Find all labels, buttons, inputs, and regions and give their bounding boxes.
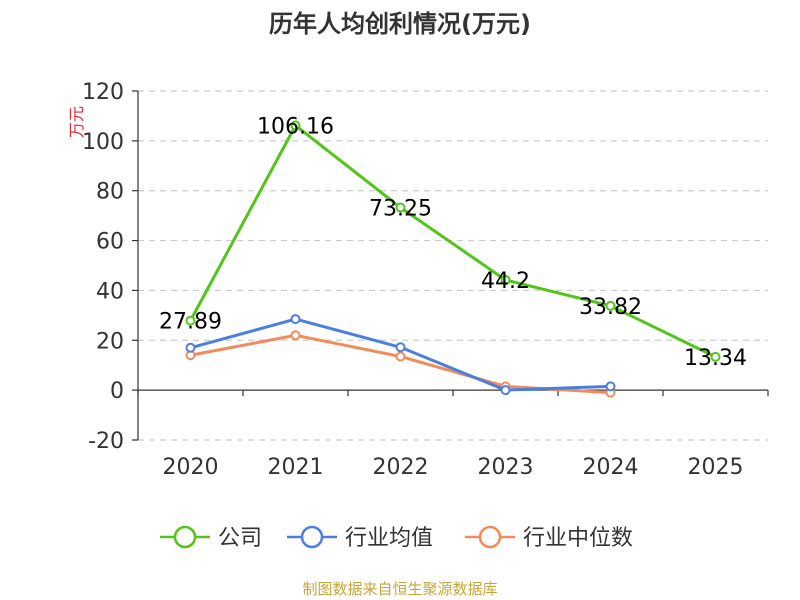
data-point-公司[interactable] <box>395 202 406 213</box>
data-point-公司[interactable] <box>290 120 301 131</box>
y-tick-label: 40 <box>96 279 124 304</box>
data-label: 13.34 <box>684 346 747 371</box>
legend-item-公司[interactable]: 公司 <box>160 525 262 551</box>
x-tick-label: 2020 <box>163 455 219 480</box>
y-tick-label: 0 <box>110 379 124 404</box>
data-source-note: 制图数据来自恒生聚源数据库 <box>302 580 498 598</box>
series-lines <box>185 120 721 398</box>
data-label: 44.2 <box>481 269 530 294</box>
data-point-行业均值[interactable] <box>395 342 406 353</box>
data-point-行业中位数[interactable] <box>290 330 301 341</box>
legend-item-行业中位数[interactable]: 行业中位数 <box>465 525 633 551</box>
y-tick-label: 120 <box>82 80 124 105</box>
x-tick-label: 2021 <box>268 455 324 480</box>
legend-label: 行业中位数 <box>523 526 633 551</box>
data-label: 73.25 <box>369 197 432 222</box>
grid-lines <box>138 90 768 441</box>
data-label: 106.16 <box>257 115 334 140</box>
y-tick-label: 60 <box>96 230 124 255</box>
data-point-行业均值[interactable] <box>500 385 511 396</box>
data-labels: 27.89 106.16 73.25 44.2 33.82 13.34 <box>159 115 747 371</box>
legend-marker <box>173 525 197 549</box>
legend-label: 公司 <box>218 526 262 551</box>
legend-marker <box>300 525 324 549</box>
data-point-行业均值[interactable] <box>290 314 301 325</box>
data-point-行业均值[interactable] <box>605 381 616 392</box>
axes: -20 0 20 40 60 80 100 120 2020 2021 2022 2023 2024 20… <box>67 80 769 480</box>
chart-title: 历年人均创利情况(万元) <box>269 10 531 38</box>
y-tick-label: 20 <box>96 329 124 354</box>
y-tick-label: 80 <box>96 180 124 205</box>
series-line-公司 <box>189 124 717 359</box>
legend-label: 行业均值 <box>345 526 433 551</box>
data-point-公司[interactable] <box>605 300 616 311</box>
legend-item-行业均值[interactable]: 行业均值 <box>287 525 433 551</box>
data-label: 33.82 <box>579 295 642 320</box>
data-point-行业均值[interactable] <box>185 342 196 353</box>
y-axis-unit-label: 万元 <box>67 106 86 138</box>
data-label: 27.89 <box>159 310 222 335</box>
legend[interactable]: 公司 行业均值 行业中位数 <box>160 525 633 551</box>
y-tick-label: 100 <box>82 130 124 155</box>
x-tick-label: 2023 <box>478 455 534 480</box>
x-tick-label: 2022 <box>373 455 429 480</box>
x-tick-label: 2025 <box>688 455 744 480</box>
legend-marker <box>478 525 502 549</box>
data-point-行业中位数[interactable] <box>395 351 406 362</box>
y-tick-label: -20 <box>88 429 124 454</box>
x-tick-label: 2024 <box>583 455 639 480</box>
data-point-公司[interactable] <box>500 274 511 285</box>
data-point-公司[interactable] <box>185 315 196 326</box>
data-point-公司[interactable] <box>710 351 721 362</box>
